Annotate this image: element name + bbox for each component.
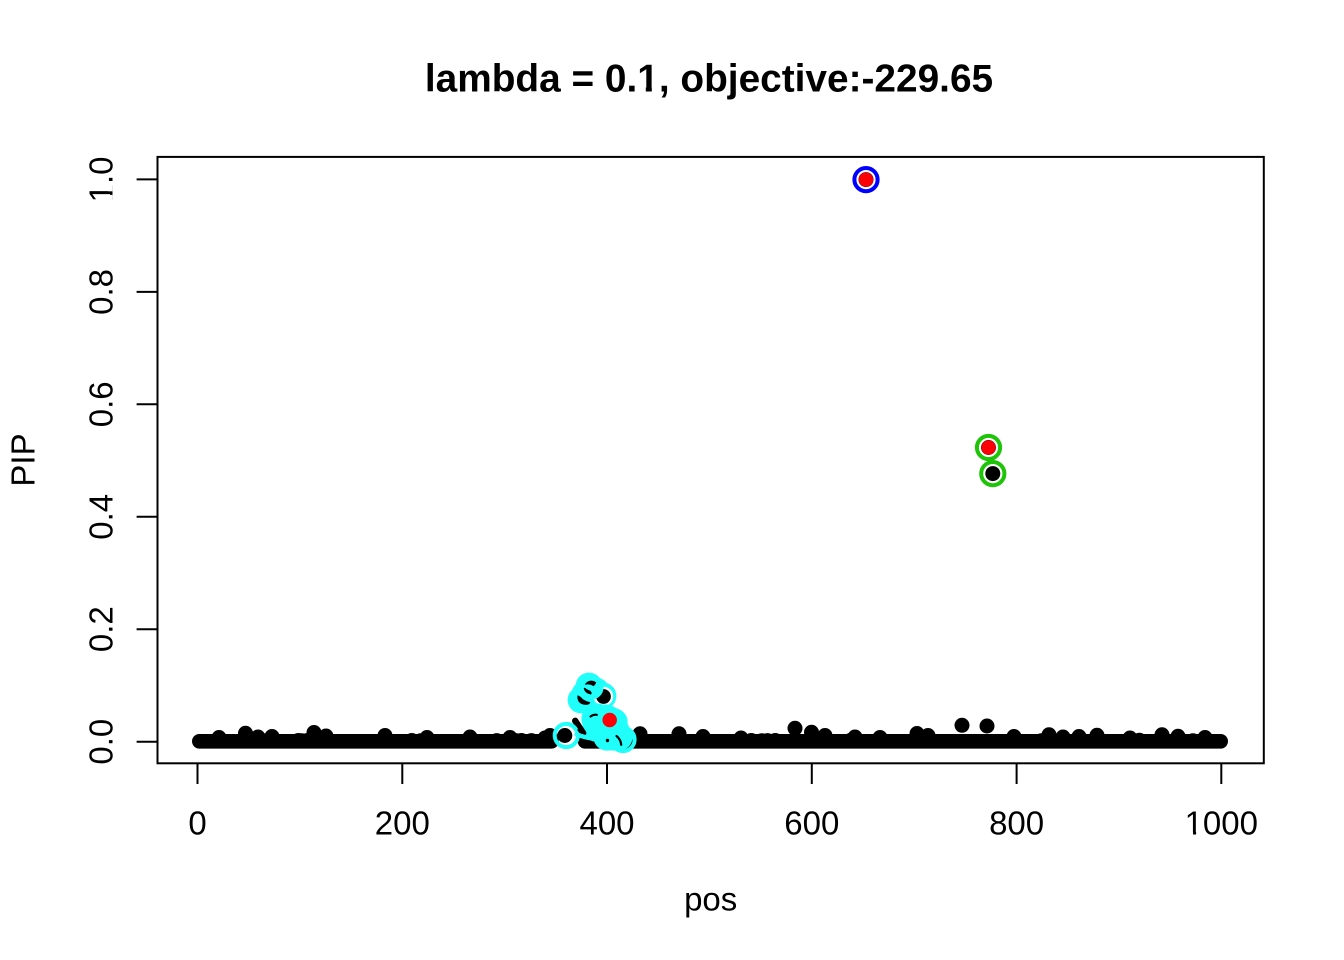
svg-text:lambda = 0.1, objective:-229.6: lambda = 0.1, objective:-229.65 [425, 57, 993, 100]
svg-text:0.8: 0.8 [82, 269, 119, 315]
svg-text:pos: pos [684, 881, 737, 918]
svg-text:400: 400 [579, 805, 634, 842]
svg-text:0.2: 0.2 [82, 606, 119, 652]
svg-text:1000: 1000 [1185, 805, 1258, 842]
svg-text:0.0: 0.0 [82, 719, 119, 765]
svg-text:0.6: 0.6 [82, 381, 119, 427]
svg-text:PIP: PIP [5, 433, 42, 486]
svg-text:800: 800 [989, 805, 1044, 842]
svg-text:600: 600 [784, 805, 839, 842]
svg-text:0.4: 0.4 [82, 494, 119, 540]
svg-text:0: 0 [188, 805, 206, 842]
svg-text:200: 200 [375, 805, 430, 842]
svg-text:1.0: 1.0 [82, 156, 119, 202]
